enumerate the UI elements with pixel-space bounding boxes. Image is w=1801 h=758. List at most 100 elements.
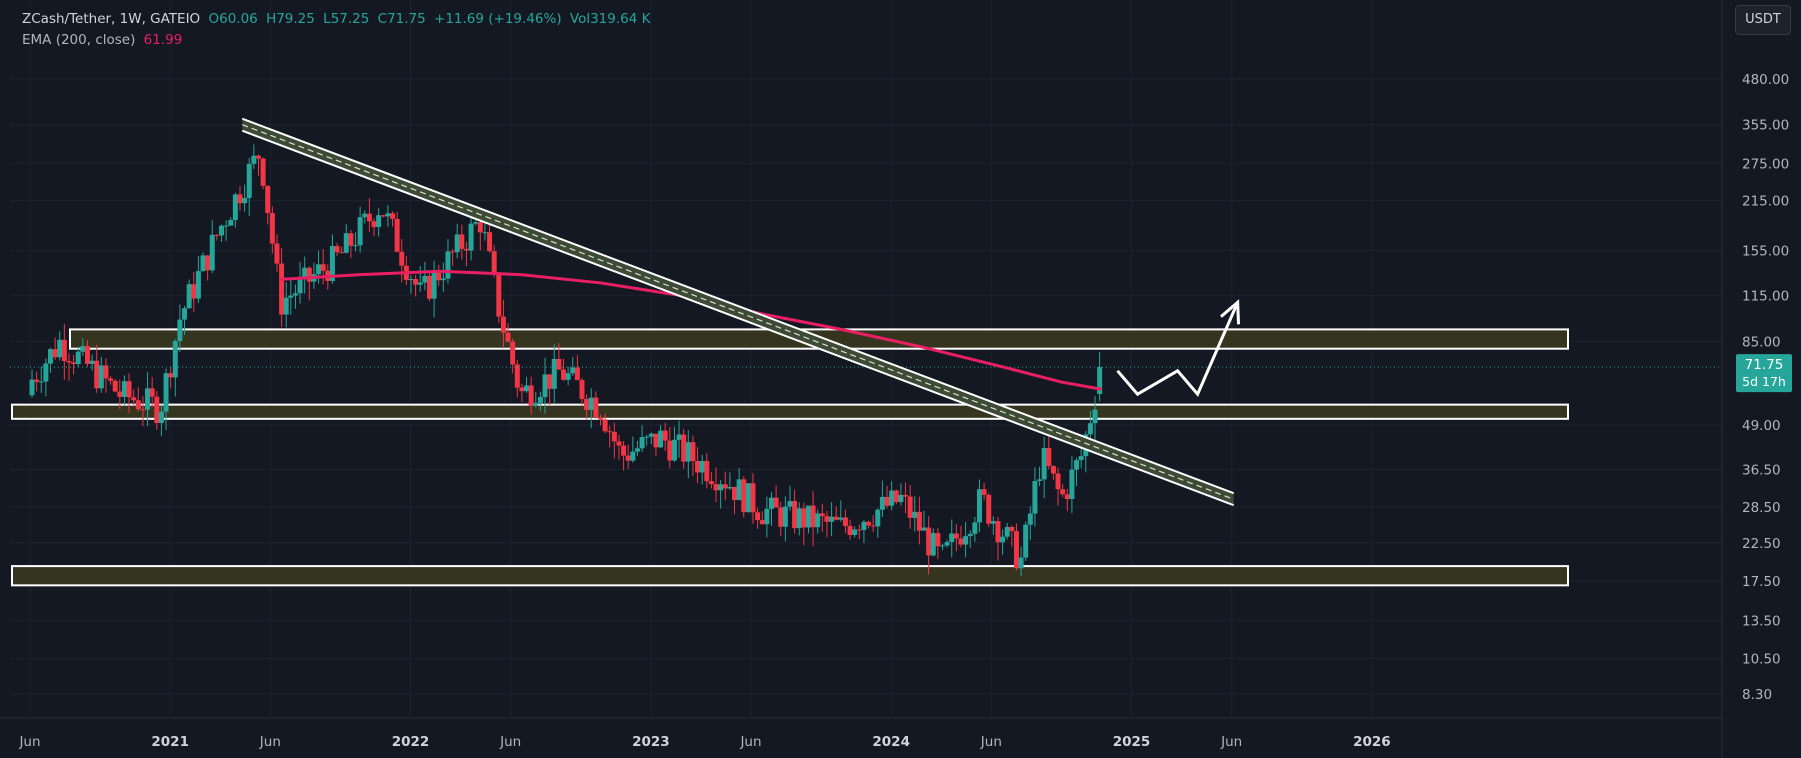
- candle-body[interactable]: [1018, 557, 1024, 569]
- candle-body[interactable]: [829, 516, 835, 522]
- candle-body[interactable]: [1097, 367, 1103, 395]
- candle-body[interactable]: [376, 215, 382, 228]
- candle-body[interactable]: [1092, 409, 1098, 424]
- candle-body[interactable]: [496, 272, 502, 317]
- candle-body[interactable]: [953, 533, 959, 539]
- candle-body[interactable]: [320, 264, 326, 271]
- candle-body[interactable]: [413, 279, 419, 285]
- candle-body[interactable]: [611, 431, 617, 442]
- candle-body[interactable]: [237, 194, 243, 204]
- candle-body[interactable]: [584, 398, 590, 410]
- candle-body[interactable]: [856, 529, 862, 531]
- candle-body[interactable]: [792, 501, 798, 529]
- candle-body[interactable]: [732, 486, 738, 501]
- candle-body[interactable]: [477, 222, 483, 233]
- candle-body[interactable]: [1055, 473, 1061, 490]
- candle-body[interactable]: [422, 275, 428, 283]
- candle-body[interactable]: [912, 511, 918, 518]
- candle-body[interactable]: [353, 245, 359, 247]
- candle-body[interactable]: [1087, 423, 1093, 435]
- candle-body[interactable]: [815, 513, 821, 528]
- candle-body[interactable]: [621, 445, 627, 456]
- candle-body[interactable]: [547, 374, 553, 389]
- candle-body[interactable]: [140, 409, 146, 411]
- candle-body[interactable]: [588, 397, 594, 410]
- candle-body[interactable]: [819, 513, 825, 517]
- candle-body[interactable]: [782, 506, 788, 527]
- candle-body[interactable]: [390, 213, 396, 219]
- candle-body[interactable]: [371, 221, 377, 228]
- candle-body[interactable]: [1050, 465, 1056, 474]
- candle-body[interactable]: [690, 442, 696, 461]
- candle-body[interactable]: [445, 251, 451, 279]
- candle-body[interactable]: [551, 358, 557, 389]
- candle-body[interactable]: [930, 533, 936, 556]
- candle-body[interactable]: [866, 521, 872, 526]
- candle-body[interactable]: [366, 213, 372, 222]
- candle-body[interactable]: [269, 213, 275, 244]
- candle-body[interactable]: [750, 483, 756, 513]
- candle-body[interactable]: [75, 351, 81, 365]
- candle-body[interactable]: [990, 521, 996, 524]
- candle-body[interactable]: [223, 225, 229, 227]
- candle-body[interactable]: [662, 430, 668, 441]
- candle-body[interactable]: [135, 400, 141, 410]
- candle-body[interactable]: [1037, 479, 1043, 482]
- candle-body[interactable]: [847, 525, 853, 535]
- candle-body[interactable]: [329, 246, 335, 281]
- candle-body[interactable]: [916, 511, 922, 531]
- candle-body[interactable]: [699, 460, 705, 473]
- candle-body[interactable]: [658, 430, 664, 448]
- candle-body[interactable]: [778, 507, 784, 527]
- candle-body[interactable]: [893, 490, 899, 503]
- candle-body[interactable]: [145, 388, 151, 410]
- candle-body[interactable]: [995, 521, 1001, 543]
- candle-body[interactable]: [1060, 489, 1066, 495]
- candle-body[interactable]: [454, 234, 460, 253]
- candle-body[interactable]: [727, 486, 733, 489]
- candle-body[interactable]: [773, 497, 779, 508]
- candle-body[interactable]: [884, 496, 890, 506]
- candle-body[interactable]: [787, 501, 793, 507]
- candle-body[interactable]: [852, 529, 858, 535]
- candle-body[interactable]: [759, 520, 765, 525]
- candle-body[interactable]: [440, 278, 446, 281]
- currency-button[interactable]: USDT: [1735, 5, 1791, 35]
- candle-body[interactable]: [306, 267, 312, 282]
- candle-body[interactable]: [648, 433, 654, 437]
- candle-body[interactable]: [602, 419, 608, 432]
- candle-body[interactable]: [593, 397, 599, 418]
- candle-body[interactable]: [524, 385, 530, 392]
- candle-body[interactable]: [177, 319, 183, 342]
- candle-body[interactable]: [574, 367, 580, 381]
- candle-body[interactable]: [459, 234, 465, 249]
- candle-body[interactable]: [764, 508, 770, 525]
- candle-body[interactable]: [343, 233, 349, 253]
- candle-body[interactable]: [29, 379, 35, 396]
- candle-body[interactable]: [907, 496, 913, 518]
- candle-body[interactable]: [741, 479, 747, 513]
- candle-body[interactable]: [510, 341, 516, 365]
- candle-body[interactable]: [597, 417, 603, 420]
- candle-body[interactable]: [57, 339, 63, 358]
- projection-path[interactable]: [1116, 301, 1240, 397]
- candle-body[interactable]: [1078, 456, 1084, 461]
- candle-body[interactable]: [473, 222, 479, 224]
- candle-body[interactable]: [861, 521, 867, 531]
- candle-body[interactable]: [1074, 460, 1080, 470]
- candle-body[interactable]: [214, 234, 220, 236]
- candle-body[interactable]: [89, 360, 95, 364]
- candle-body[interactable]: [232, 194, 238, 221]
- candle-body[interactable]: [889, 490, 895, 506]
- candle-body[interactable]: [519, 387, 525, 392]
- candle-body[interactable]: [898, 494, 904, 503]
- candle-body[interactable]: [316, 264, 322, 275]
- candle-body[interactable]: [380, 215, 386, 217]
- candle-body[interactable]: [66, 360, 72, 363]
- candle-body[interactable]: [200, 255, 206, 272]
- candle-body[interactable]: [288, 295, 294, 298]
- legend-ema-row[interactable]: EMA (200, close) 61.99: [22, 30, 654, 51]
- candle-body[interactable]: [334, 246, 340, 253]
